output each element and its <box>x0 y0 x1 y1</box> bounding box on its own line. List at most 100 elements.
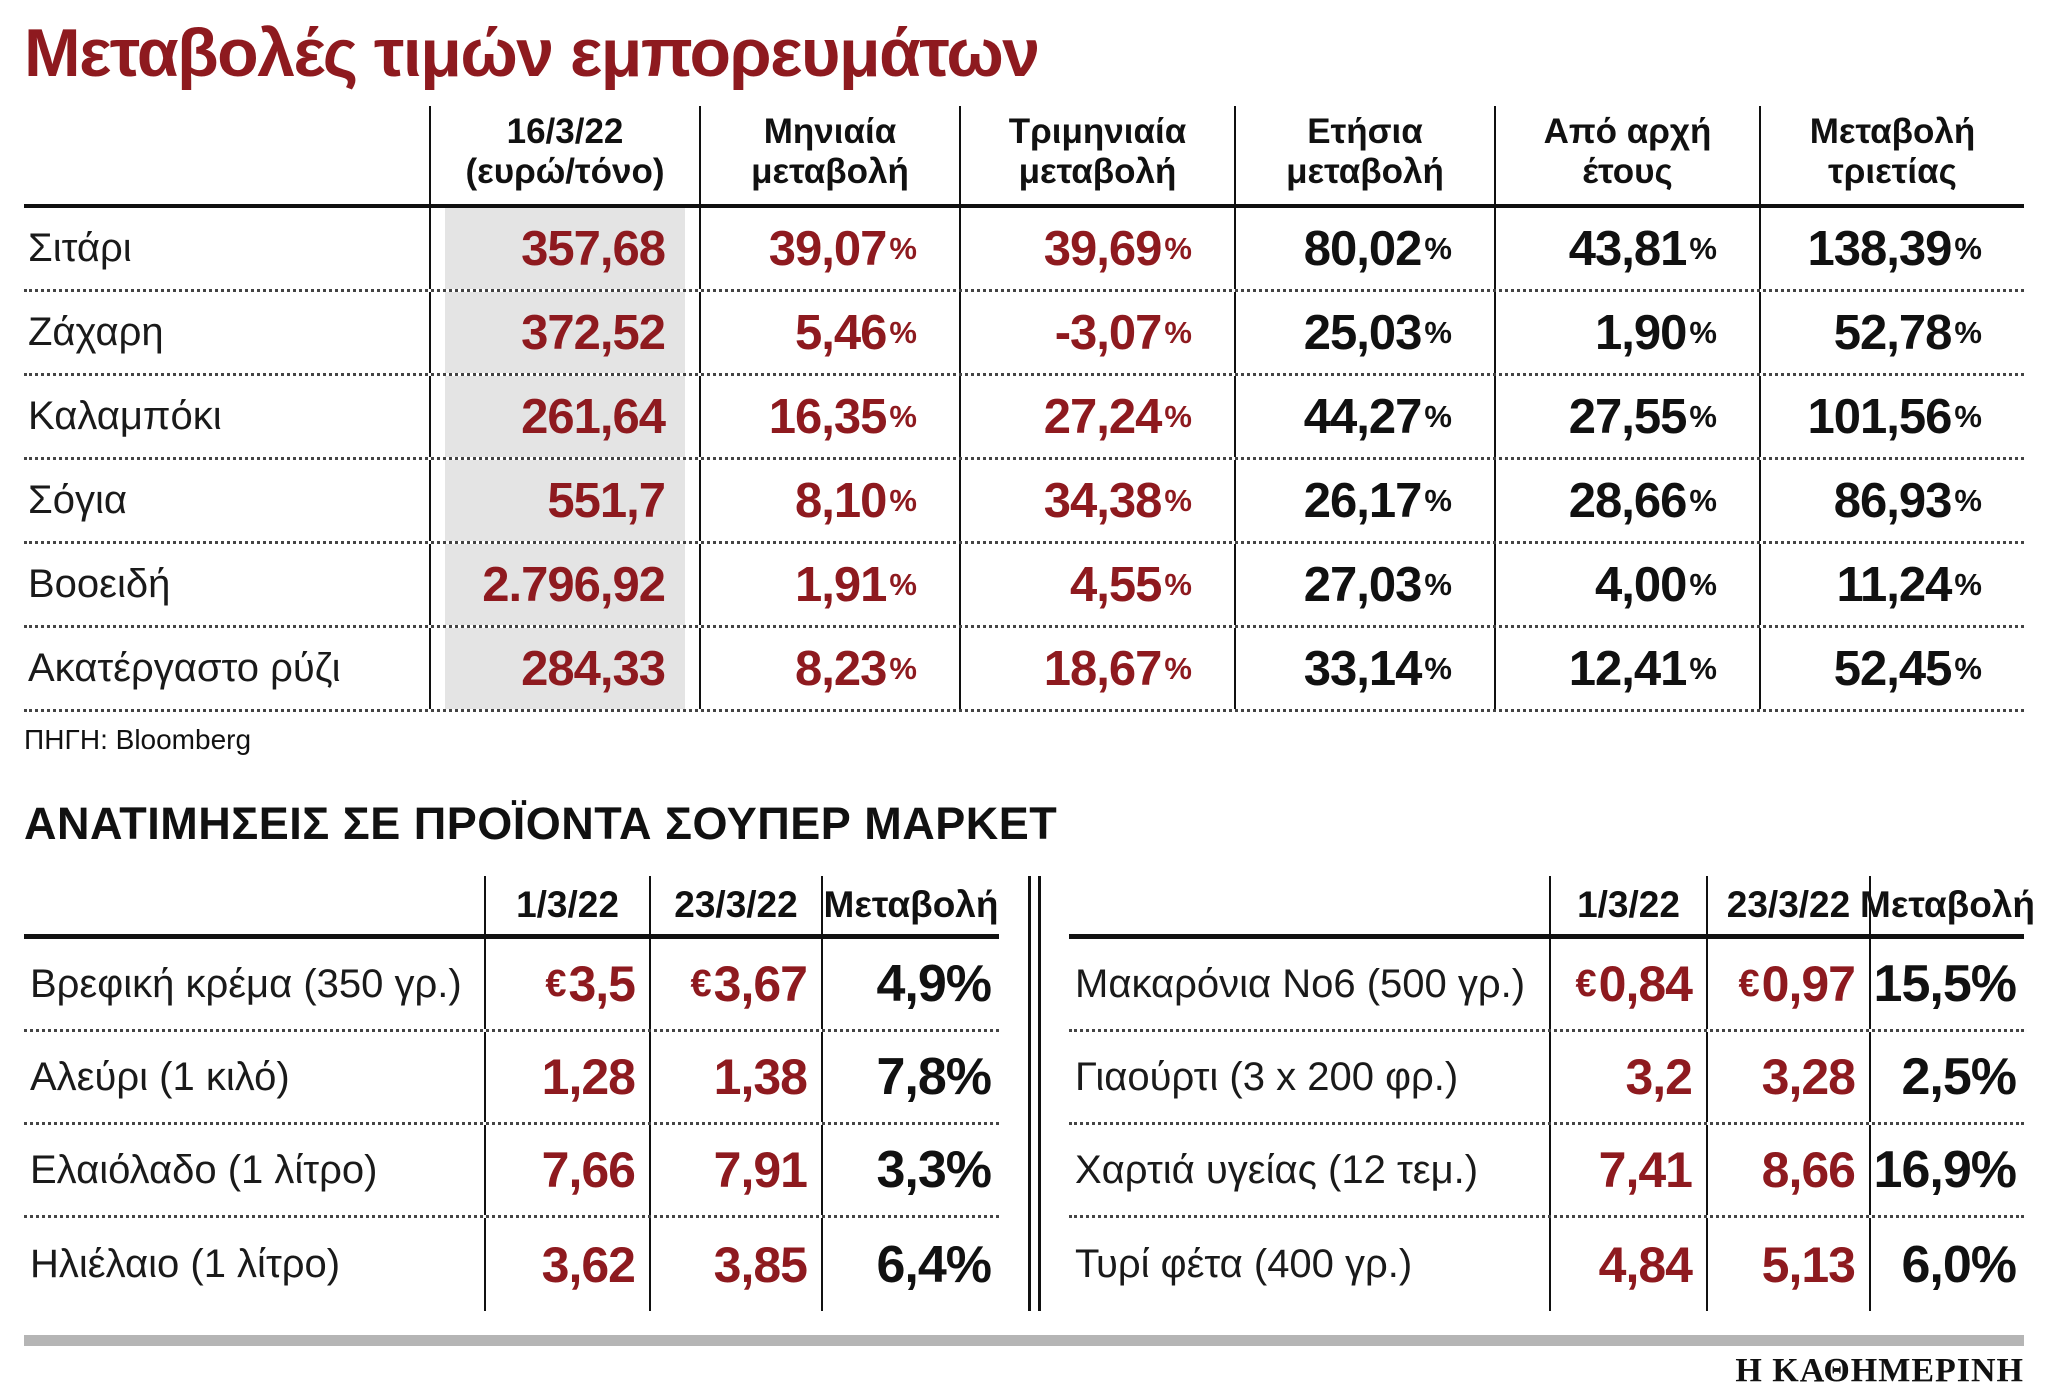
euro-sign: € <box>1738 962 1760 1005</box>
price-value: 357,68 <box>521 221 666 276</box>
price-cell: 357,68 <box>429 208 699 289</box>
change-value: 86,93 <box>1833 473 1953 528</box>
table-row: Αλεύρι (1 κιλό) 1,28 1,38 7,8% <box>24 1032 999 1125</box>
quarterly-change: 34,38% <box>959 460 1234 541</box>
ytd-change: 1,90% <box>1494 292 1759 373</box>
table-row: Ζάχαρη 372,52 5,46% -3,07% 25,03% 1,90% … <box>24 292 2024 376</box>
percent-sign: % <box>1689 566 1717 602</box>
commodities-table: 16/3/22 (ευρώ/τόνο) Μηνιαία μεταβολή Τρι… <box>24 106 2024 712</box>
change-value: 12,41 <box>1568 641 1688 696</box>
price-before-cell: 7,66 <box>484 1125 649 1215</box>
change-value: 8,23 <box>795 641 887 696</box>
change-value: 18,67 <box>1043 641 1163 696</box>
price-value: 4,84 <box>1598 1236 1693 1293</box>
change-value: 80,02 <box>1303 221 1423 276</box>
euro-sign: € <box>1575 962 1597 1005</box>
table-divider <box>1027 876 1041 1311</box>
change-cell: 15,5% <box>1869 939 2024 1029</box>
change-value: 39,07 <box>768 221 888 276</box>
change-cell: 4,9% <box>821 939 999 1029</box>
price-after-cell: 3,28 <box>1706 1032 1869 1122</box>
percent-sign: % <box>1424 230 1452 266</box>
change-value: 15,5% <box>1873 955 2017 1013</box>
monthly-change: 16,35% <box>699 376 959 457</box>
commodity-label: Ζάχαρη <box>28 310 164 354</box>
change-value: 28,66 <box>1568 473 1688 528</box>
brand-logo: Η ΚΑΘΗΜΕΡΙΝΗ <box>1735 1352 2024 1389</box>
price-value: 3,67 <box>713 956 808 1012</box>
percent-sign: % <box>1954 398 1982 434</box>
table-row: Σιτάρι 357,68 39,07% 39,69% 80,02% 43,81… <box>24 208 2024 292</box>
change-value: 16,9% <box>1873 1141 2017 1199</box>
price-cell: 261,64 <box>429 376 699 457</box>
three-year-change: 86,93% <box>1759 460 2024 541</box>
percent-sign: % <box>1954 482 1982 518</box>
column-header-change: Μεταβολή <box>821 876 999 934</box>
percent-sign: % <box>1424 314 1452 350</box>
price-cell: 372,52 <box>429 292 699 373</box>
product-label: Βρεφική κρέμα (350 γρ.) <box>30 961 462 1006</box>
percent-sign: % <box>1689 398 1717 434</box>
percent-sign: % <box>1164 482 1192 518</box>
commodity-label: Ακατέργαστο ρύζι <box>28 646 341 690</box>
price-value: 8,66 <box>1761 1142 1856 1198</box>
yearly-change: 33,14% <box>1234 628 1494 709</box>
percent-sign: % <box>889 482 917 518</box>
price-after-cell: 5,13 <box>1706 1218 1869 1311</box>
column-header-after: 23/3/22 <box>649 876 821 934</box>
change-value: 52,78 <box>1833 305 1953 360</box>
three-year-change: 11,24% <box>1759 544 2024 625</box>
percent-sign: % <box>1689 482 1717 518</box>
monthly-change: 5,46% <box>699 292 959 373</box>
column-header-empty <box>24 876 484 934</box>
footer-bar <box>24 1335 2024 1346</box>
ytd-change: 27,55% <box>1494 376 1759 457</box>
table-row: Ακατέργαστο ρύζι 284,33 8,23% 18,67% 33,… <box>24 628 2024 712</box>
change-value: -3,07 <box>1054 305 1163 360</box>
monthly-change: 1,91% <box>699 544 959 625</box>
price-highlight: 284,33 <box>445 628 685 709</box>
change-value: 1,91 <box>795 557 887 612</box>
supermarket-table-left: 1/3/22 23/3/22 Μεταβολή Βρεφική κρέμα (3… <box>24 876 999 1311</box>
product-label: Γιαούρτι (3 x 200 φρ.) <box>1075 1054 1459 1099</box>
change-cell: 6,0% <box>1869 1218 2024 1311</box>
price-value: 7,91 <box>713 1142 808 1198</box>
yearly-change: 27,03% <box>1234 544 1494 625</box>
price-after-cell: 1,38 <box>649 1032 821 1122</box>
percent-sign: % <box>1424 482 1452 518</box>
quarterly-change: 4,55% <box>959 544 1234 625</box>
change-value: 6,0% <box>1901 1235 2017 1294</box>
change-value: 43,81 <box>1568 221 1688 276</box>
price-highlight: 551,7 <box>445 460 685 541</box>
price-after-cell: 3,85 <box>649 1218 821 1311</box>
commodity-label: Σόγια <box>28 478 127 522</box>
monthly-change: 39,07% <box>699 208 959 289</box>
table-header-row: 16/3/22 (ευρώ/τόνο) Μηνιαία μεταβολή Τρι… <box>24 106 2024 208</box>
commodity-label: Βοοειδή <box>28 562 171 606</box>
percent-sign: % <box>1954 314 1982 350</box>
percent-sign: % <box>889 230 917 266</box>
product-label: Χαρτιά υγείας (12 τεμ.) <box>1075 1147 1479 1192</box>
column-header-three-year: Μεταβολή τριετίας <box>1759 106 2024 204</box>
price-value: 3,62 <box>541 1236 636 1293</box>
price-before-cell: 4,84 <box>1549 1218 1706 1311</box>
price-highlight: 261,64 <box>445 376 685 457</box>
page-title: Μεταβολές τιμών εμπορευμάτων <box>24 15 1040 91</box>
table-header-row: 1/3/22 23/3/22 Μεταβολή <box>24 876 999 939</box>
change-value: 5,46 <box>795 305 887 360</box>
change-value: 4,9% <box>876 955 992 1013</box>
percent-sign: % <box>1164 650 1192 686</box>
price-after-cell: 7,91 <box>649 1125 821 1215</box>
ytd-change: 4,00% <box>1494 544 1759 625</box>
three-year-change: 52,45% <box>1759 628 2024 709</box>
change-value: 39,69 <box>1043 221 1163 276</box>
section-title: ΑΝΑΤΙΜΗΣΕΙΣ ΣΕ ΠΡΟΪΟΝΤΑ ΣΟΥΠΕΡ ΜΑΡΚΕΤ <box>24 798 1058 849</box>
percent-sign: % <box>1689 650 1717 686</box>
yearly-change: 80,02% <box>1234 208 1494 289</box>
change-cell: 2,5% <box>1869 1032 2024 1122</box>
change-value: 4,55 <box>1070 557 1162 612</box>
product-label: Τυρί φέτα (400 γρ.) <box>1075 1242 1413 1286</box>
price-before-cell: €0,84 <box>1549 939 1706 1029</box>
change-value: 6,4% <box>876 1235 992 1294</box>
euro-sign: € <box>545 962 567 1005</box>
